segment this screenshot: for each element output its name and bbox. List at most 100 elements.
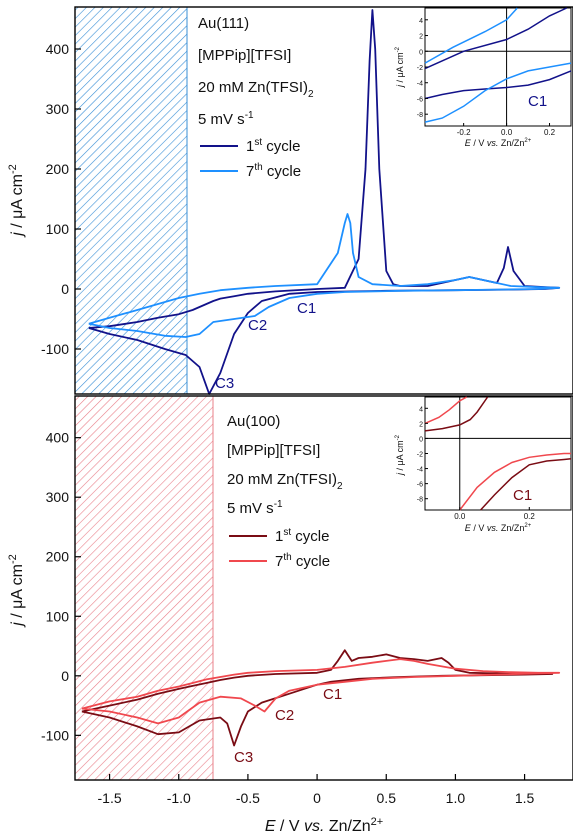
series-cycle1	[81, 649, 554, 747]
annotation-c1: C1	[323, 686, 342, 703]
inset-y-tick-label: 4	[419, 18, 423, 25]
inset-y-tick-label: -6	[417, 482, 423, 489]
y-tick-label: -100	[41, 727, 69, 743]
cv-series	[81, 649, 561, 747]
inset-xlabel: E / V vs. Zn/Zn2+	[465, 138, 532, 148]
x-axis-ticks: -1.5 -1.0 -0.5 0 0.5 1.0 1.5	[98, 774, 535, 806]
legend-crystal-face: Au(100)	[227, 413, 280, 430]
annotation-c3: C3	[234, 749, 253, 766]
legend-electrolyte: [MPPip][TFSI]	[227, 442, 320, 459]
inset-series-cycle7	[424, 396, 468, 425]
series-cycle7	[88, 213, 561, 338]
inset-series-cycle7	[459, 452, 571, 511]
inset-xlabel: E / V vs. Zn/Zn2+	[465, 523, 532, 533]
hatched-region	[74, 395, 214, 781]
x-tick-label: 0	[313, 790, 321, 806]
inset-ylabel: j / μA cm-2	[395, 434, 405, 476]
peak-annotations: C1 C2 C3	[215, 300, 316, 392]
inset-c1-zoom: 0.0 0.2 -8 -6 -4 -2 0 2 4 C1 E / V vs. Zn/Zn2+ j…	[395, 396, 572, 533]
y-axis-ticks: -100 0 100 200 300 400	[41, 430, 81, 743]
annotation-c2: C2	[248, 317, 267, 334]
series-cycle7	[81, 658, 561, 725]
inset-ticks: 0.0 0.2 -8 -6 -4 -2 0 2 4	[417, 406, 536, 521]
inset-series-cycle1	[424, 7, 568, 70]
inset-y-tick-label: -8	[417, 112, 423, 119]
inset-y-tick-label: -2	[417, 65, 423, 72]
legend-electrolyte: [MPPip][TFSI]	[198, 47, 291, 64]
x-tick-label: 1.5	[515, 790, 535, 806]
legend-cycle7: 7th cycle	[275, 552, 330, 570]
x-tick-label: 1.0	[446, 790, 466, 806]
inset-y-tick-label: -4	[417, 81, 423, 88]
y-axis-title-bottom: j / μA cm-2	[7, 554, 26, 627]
inset-y-tick-label: 0	[419, 436, 423, 443]
panel-au100: -100 0 100 200 300 400 Au(100) [MPPip][TFSI] …	[41, 395, 573, 781]
inset-series-cycle7	[424, 7, 518, 64]
inset-zero-lines	[425, 8, 571, 126]
inset-y-tick-label: -2	[417, 452, 423, 459]
annotation-c3: C3	[215, 375, 234, 392]
legend-concentration: 20 mM Zn(TFSI)2	[227, 471, 343, 492]
inset-y-tick-label: 0	[419, 49, 423, 56]
legend-scan-rate: 5 mV s-1	[198, 110, 254, 128]
legend: Au(111) [MPPip][TFSI] 20 mM Zn(TFSI)2 5 …	[198, 15, 314, 180]
inset-series-cycle7	[424, 62, 572, 123]
y-axis-title-top: j / μA cm-2	[7, 164, 26, 237]
x-tick-label: -0.5	[236, 790, 260, 806]
inset-series-cycle1	[424, 396, 489, 432]
y-tick-label: 400	[46, 41, 70, 57]
inset-y-tick-label: -6	[417, 96, 423, 103]
inset-annotation-c1: C1	[513, 487, 532, 504]
legend: Au(100) [MPPip][TFSI] 20 mM Zn(TFSI)2 5 …	[227, 413, 343, 570]
legend-concentration: 20 mM Zn(TFSI)2	[198, 79, 314, 100]
y-tick-label: -100	[41, 341, 69, 357]
inset-series	[424, 396, 572, 511]
annotation-c1: C1	[297, 300, 316, 317]
inset-frame	[424, 396, 572, 511]
inset-y-tick-label: -8	[417, 497, 423, 504]
annotation-c2: C2	[275, 707, 294, 724]
x-axis-title: E / V vs. Zn/Zn2+	[265, 816, 383, 835]
inset-series-cycle1	[480, 458, 572, 511]
inset-y-tick-label: 4	[419, 406, 423, 413]
y-tick-label: 0	[61, 668, 69, 684]
y-tick-label: 100	[46, 221, 70, 237]
y-tick-label: 0	[61, 281, 69, 297]
legend-cycle7: 7th cycle	[246, 162, 301, 180]
inset-y-tick-label: 2	[419, 421, 423, 428]
cv-series	[88, 9, 561, 395]
inset-y-tick-label: 2	[419, 34, 423, 41]
x-tick-label: -1.0	[167, 790, 191, 806]
inset-x-tick-label: 0.2	[524, 512, 536, 521]
x-tick-label: 0.5	[377, 790, 397, 806]
y-tick-label: 200	[46, 161, 70, 177]
inset-x-tick-label: 0.2	[544, 128, 556, 137]
plot-frame	[74, 395, 573, 781]
legend-cycle1: 1st cycle	[246, 137, 300, 155]
inset-ticks: -0.2 0.0 0.2 -8 -6 -4 -2 0 2 4	[417, 18, 556, 137]
y-tick-label: 300	[46, 101, 70, 117]
inset-zero-lines	[425, 397, 571, 510]
inset-ylabel: j / μA cm-2	[395, 46, 405, 88]
legend-crystal-face: Au(111)	[198, 15, 249, 32]
panel-au111: -100 0 100 200 300 400 Au(111) [MPPip][TFSI] …	[41, 6, 573, 395]
inset-x-tick-label: -0.2	[457, 128, 471, 137]
inset-series	[424, 7, 572, 123]
y-tick-label: 400	[46, 430, 70, 446]
inset-series-cycle1	[424, 70, 572, 100]
plot-frame	[74, 6, 573, 395]
legend-scan-rate: 5 mV s-1	[227, 499, 283, 517]
x-tick-label: -1.5	[98, 790, 122, 806]
inset-annotation-c1: C1	[528, 93, 547, 110]
inset-x-tick-label: 0.0	[501, 128, 513, 137]
peak-annotations: C1 C2 C3	[234, 686, 342, 766]
y-axis-ticks: -100 0 100 200 300 400	[41, 41, 81, 357]
inset-y-tick-label: -4	[417, 467, 423, 474]
y-tick-label: 100	[46, 608, 70, 624]
legend-cycle1: 1st cycle	[275, 527, 329, 545]
inset-x-tick-label: 0.0	[454, 512, 466, 521]
y-tick-label: 200	[46, 549, 70, 565]
inset-c1-zoom: -0.2 0.0 0.2 -8 -6 -4 -2 0 2 4 C1 E / V vs. Zn/Zn…	[395, 7, 572, 148]
y-tick-label: 300	[46, 489, 70, 505]
